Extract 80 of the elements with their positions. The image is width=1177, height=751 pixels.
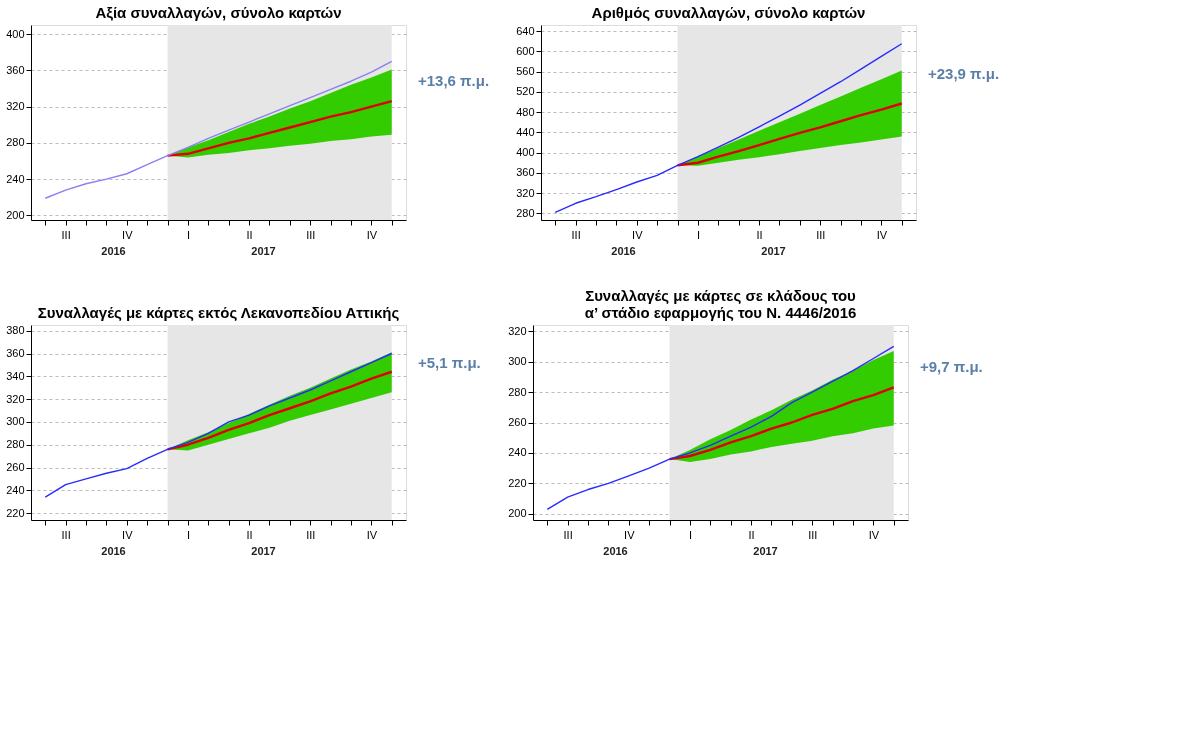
x-tick-label: IV <box>624 528 636 541</box>
y-tick-label: 360 <box>6 347 25 360</box>
y-tick-label: 360 <box>516 166 535 179</box>
x-tick-label: IV <box>122 228 134 241</box>
y-tick-label: 400 <box>516 146 535 159</box>
y-tick-label: 280 <box>6 438 25 451</box>
y-tick-label: 240 <box>508 446 527 459</box>
y-tick-label: 220 <box>508 476 527 489</box>
x-tick-label: IV <box>876 228 888 241</box>
x-tick-label: II <box>246 528 253 541</box>
line-series <box>668 386 895 461</box>
x-tick-label: III <box>563 528 573 541</box>
y-tick-label: 320 <box>516 186 535 199</box>
x-tick-label: II <box>748 528 755 541</box>
line-series <box>546 345 895 511</box>
y-tick-label: 300 <box>6 415 25 428</box>
y-tick-label: 200 <box>6 208 25 221</box>
y-tick-label: 340 <box>6 369 25 382</box>
line-series <box>166 370 393 451</box>
text: 2017 <box>753 545 778 557</box>
chart-title: Αξία συναλλαγών, σύνολο καρτών <box>95 4 342 21</box>
line-series <box>44 60 393 199</box>
y-tick-label: 360 <box>6 63 25 76</box>
x-tick-label: II <box>756 228 763 241</box>
x-tick-label: I <box>186 228 190 241</box>
chart-title: Συναλλαγές με κάρτες εκτός Λεκανοπεδίου Αττικής <box>37 303 400 321</box>
x-tick-label: III <box>306 528 316 541</box>
y-tick-label: 200 <box>508 507 527 520</box>
x-tick-label: III <box>61 228 71 241</box>
y-tick-label: 240 <box>6 483 25 496</box>
chart-title: Αριθμός συναλλαγών, σύνολο καρτών <box>591 4 866 21</box>
x-tick-label: II <box>246 228 253 241</box>
x-tick-label: III <box>571 228 581 241</box>
y-tick-label: 380 <box>6 324 25 337</box>
y-tick-label: 520 <box>516 85 535 98</box>
y-tick-label: 600 <box>516 44 535 57</box>
y-tick-label: 260 <box>508 416 527 428</box>
x-tick-label: I <box>186 528 190 541</box>
x-tick-label: I <box>688 528 692 541</box>
y-tick-label: 320 <box>6 100 25 113</box>
y-tick-label: 440 <box>516 125 535 138</box>
line-series <box>166 99 393 157</box>
x-tick-label: IV <box>366 228 378 241</box>
text: 2017 <box>251 545 276 557</box>
line-series <box>554 43 903 214</box>
y-tick-label: 560 <box>516 65 535 78</box>
x-tick-label: III <box>816 228 826 241</box>
text: +9,7 π.μ. <box>920 357 983 375</box>
text: 2016 <box>101 545 126 557</box>
text: +23,9 π.μ. <box>928 64 1000 82</box>
text: +13,6 π.μ. <box>418 72 490 90</box>
text: 2016 <box>603 545 628 557</box>
text: 2016 <box>611 245 636 257</box>
x-tick-label: IV <box>868 528 880 541</box>
y-tick-label: 280 <box>6 136 25 149</box>
y-tick-label: 320 <box>508 324 527 337</box>
y-tick-label: 300 <box>508 355 527 368</box>
line-series <box>44 352 393 498</box>
text: 2017 <box>761 245 786 257</box>
x-tick-label: III <box>61 528 71 541</box>
y-tick-label: 260 <box>6 461 25 474</box>
y-tick-label: 320 <box>6 392 25 405</box>
y-tick-label: 280 <box>508 385 527 398</box>
text: +5,1 π.μ. <box>418 353 481 371</box>
x-tick-label: III <box>306 228 316 241</box>
y-tick-label: 220 <box>6 506 25 519</box>
y-tick-label: 640 <box>516 24 535 37</box>
chart-title: Συναλλαγές με κάρτες σε κλάδους του α’ στάδιο εφαρμογής του Ν. 4446/2016 <box>584 287 857 321</box>
text: 2017 <box>251 245 276 257</box>
y-tick-label: 280 <box>516 206 535 219</box>
x-tick-label: III <box>808 528 818 541</box>
x-tick-label: IV <box>632 228 644 241</box>
x-tick-label: I <box>696 228 700 241</box>
x-tick-label: IV <box>122 528 134 541</box>
line-series <box>676 102 903 167</box>
y-tick-label: 400 <box>6 27 25 40</box>
x-tick-label: IV <box>366 528 378 541</box>
y-tick-label: 240 <box>6 172 25 185</box>
text: 2016 <box>101 245 126 257</box>
y-tick-label: 480 <box>516 105 535 118</box>
